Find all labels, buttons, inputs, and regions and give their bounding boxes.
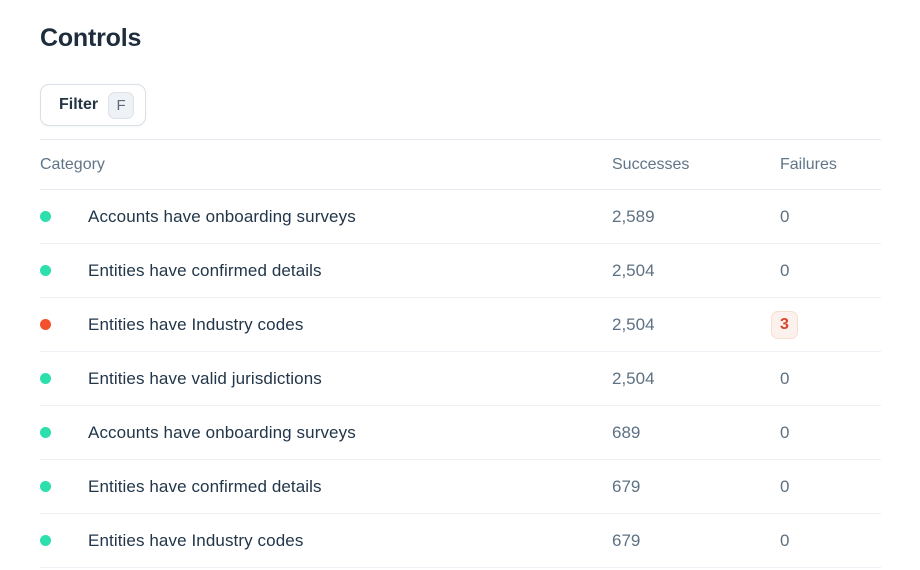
failures-value: 0 [780, 260, 790, 280]
failures-value: 0 [780, 368, 790, 388]
category-label: Entities have confirmed details [88, 260, 322, 280]
successes-value: 689 [612, 422, 641, 442]
filter-shortcut-key: F [108, 91, 135, 119]
filter-button[interactable]: Filter F [40, 84, 147, 126]
category-label: Accounts have onboarding surveys [88, 422, 356, 442]
table-row[interactable]: Accounts have onboarding surveys 2,589 0 [40, 190, 881, 244]
table-row[interactable]: Entities have valid jurisdictions 2,504 … [40, 352, 881, 406]
table-row[interactable]: Accounts have onboarding surveys 689 0 [40, 406, 881, 460]
successes-value: 2,504 [612, 260, 655, 280]
status-dot-icon [40, 211, 51, 222]
table-row[interactable]: Entities have Industry codes 2,504 3 [40, 298, 881, 352]
table-row[interactable]: Entities have confirmed details 2,504 0 [40, 244, 881, 298]
status-dot-icon [40, 535, 51, 546]
status-dot-icon [40, 319, 51, 330]
successes-value: 679 [612, 530, 641, 550]
status-dot-icon [40, 481, 51, 492]
failures-value: 0 [780, 476, 790, 496]
successes-value: 679 [612, 476, 641, 496]
table-header: Category Successes Failures [40, 140, 881, 190]
column-header-failures: Failures [780, 155, 837, 173]
failures-value: 3 [771, 310, 798, 339]
status-dot-icon [40, 265, 51, 276]
controls-table: Category Successes Failures Accounts hav… [40, 139, 881, 568]
category-label: Accounts have onboarding surveys [88, 206, 356, 226]
failures-value: 0 [780, 206, 790, 226]
column-header-category: Category [40, 155, 105, 173]
page-title: Controls [40, 24, 142, 52]
status-dot-icon [40, 373, 51, 384]
category-label: Entities have confirmed details [88, 476, 322, 496]
successes-value: 2,504 [612, 314, 655, 334]
table-row[interactable]: Entities have confirmed details 679 0 [40, 460, 881, 514]
table-row[interactable]: Entities have Industry codes 679 0 [40, 514, 881, 568]
filter-button-label: Filter [59, 96, 99, 113]
column-header-successes: Successes [612, 155, 690, 173]
failures-value: 0 [780, 422, 790, 442]
category-label: Entities have Industry codes [88, 314, 304, 334]
successes-value: 2,589 [612, 206, 655, 226]
failures-value: 0 [780, 530, 790, 550]
status-dot-icon [40, 427, 51, 438]
category-label: Entities have valid jurisdictions [88, 368, 322, 388]
table-body: Accounts have onboarding surveys 2,589 0… [40, 190, 881, 568]
successes-value: 2,504 [612, 368, 655, 388]
category-label: Entities have Industry codes [88, 530, 304, 550]
